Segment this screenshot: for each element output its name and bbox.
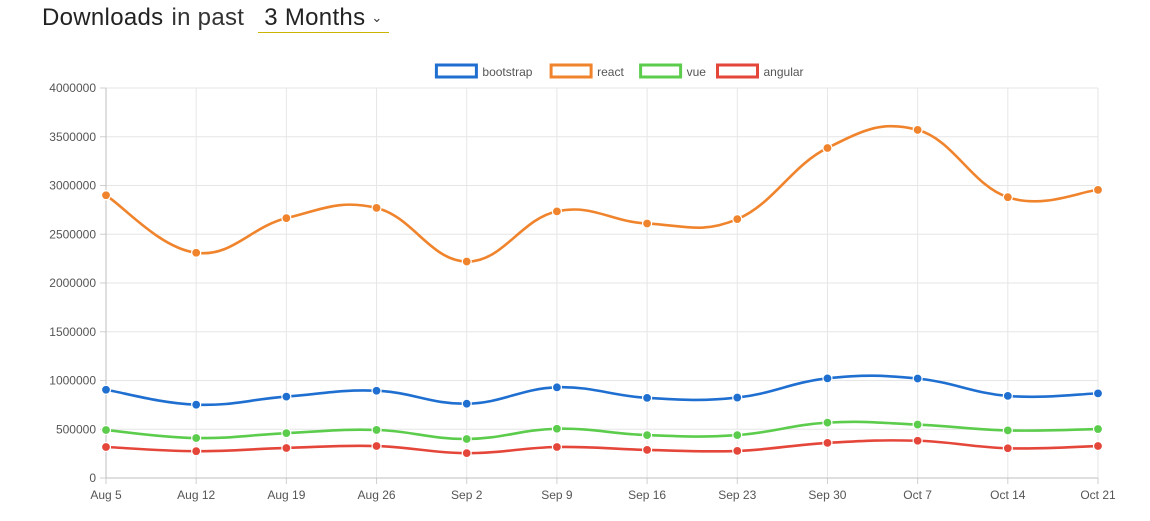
data-point-vue [281,428,292,439]
data-point-react [191,247,202,258]
y-tick-label: 3500000 [49,130,96,144]
data-point-bootstrap [281,391,292,402]
legend-item-vue[interactable]: vue [639,63,707,79]
legend-label: react [597,65,624,79]
data-point-react [732,214,743,225]
x-tick-label: Sep 30 [808,488,846,502]
data-point-react [100,190,112,201]
data-point-vue [912,419,923,430]
data-point-react [371,202,382,214]
y-tick-label: 0 [89,471,96,485]
data-point-bootstrap [641,392,653,403]
data-point-bootstrap [1092,388,1104,399]
data-point-bootstrap [461,398,472,409]
legend-item-angular[interactable]: angular [716,63,804,79]
header-subtitle: in past [171,4,245,31]
data-point-vue [100,424,112,436]
x-tick-label: Aug 12 [177,488,215,502]
data-point-bootstrap [551,382,563,393]
data-point-react [1092,184,1104,195]
legend-item-react[interactable]: react [549,63,624,79]
data-point-react [461,256,472,267]
series-line-angular [105,439,1099,455]
legend-label: vue [687,65,707,79]
data-point-react [641,218,653,229]
data-point-vue [822,417,833,428]
chart-header: Downloads in past 3 Months ⌄ [42,4,389,38]
data-point-bootstrap [100,384,112,395]
legend-item-bootstrap[interactable]: bootstrap [434,63,533,79]
data-point-vue [732,430,743,441]
data-point-vue [1092,423,1104,435]
data-point-vue [461,433,472,445]
data-point-vue [371,424,382,436]
header-title: Downloads [42,4,164,31]
data-point-angular [371,440,382,452]
y-tick-label: 3000000 [49,179,96,193]
data-point-bootstrap [371,385,382,396]
legend-swatch [716,63,759,79]
legend-swatch [434,63,478,79]
data-point-angular [281,442,292,454]
data-point-angular [912,435,923,446]
data-point-angular [641,444,653,456]
series-line-react [105,124,1099,263]
data-point-vue [1002,425,1013,436]
series-line-vue [105,420,1099,441]
data-point-bootstrap [1002,390,1013,402]
legend-label: bootstrap [482,65,532,79]
data-point-bootstrap [822,373,833,384]
data-point-vue [641,430,653,441]
y-tick-label: 2500000 [49,227,96,241]
data-point-bootstrap [912,373,923,384]
x-tick-label: Aug 19 [267,488,305,502]
data-point-react [551,206,563,217]
x-tick-label: Sep 16 [628,488,666,502]
data-point-angular [191,446,202,457]
data-point-angular [1092,440,1104,452]
period-selector[interactable]: 3 Months ⌄ [258,4,389,33]
series-line-bootstrap [105,374,1099,407]
y-tick-label: 500000 [56,422,96,436]
x-tick-label: Sep 2 [451,488,483,502]
legend-swatch [549,63,593,79]
data-point-react [281,213,292,224]
data-point-angular [100,441,112,453]
data-point-angular [822,437,833,448]
x-tick-label: Aug 5 [90,488,122,502]
data-point-angular [1002,443,1013,454]
period-value: 3 Months [264,4,366,31]
x-tick-label: Oct 21 [1080,488,1116,502]
data-point-react [822,142,833,154]
data-point-angular [732,445,743,456]
y-tick-label: 1000000 [49,374,96,388]
data-point-vue [551,423,563,434]
data-point-vue [191,432,202,444]
data-point-react [1002,192,1013,203]
x-tick-label: Sep 23 [718,488,756,502]
x-tick-label: Oct 7 [903,488,932,502]
x-tick-label: Sep 9 [541,488,573,502]
chevron-down-icon: ⌄ [371,10,383,25]
data-point-angular [461,448,472,459]
legend-swatch [639,63,683,79]
x-tick-label: Oct 14 [990,488,1026,502]
data-point-bootstrap [191,399,202,410]
data-point-angular [551,441,563,453]
legend-label: angular [764,65,804,79]
x-tick-label: Aug 26 [358,488,396,502]
data-point-react [912,124,923,136]
y-tick-label: 2000000 [49,276,96,290]
y-tick-label: 1500000 [49,325,96,339]
y-tick-label: 4000000 [49,81,96,95]
data-point-bootstrap [732,392,743,403]
